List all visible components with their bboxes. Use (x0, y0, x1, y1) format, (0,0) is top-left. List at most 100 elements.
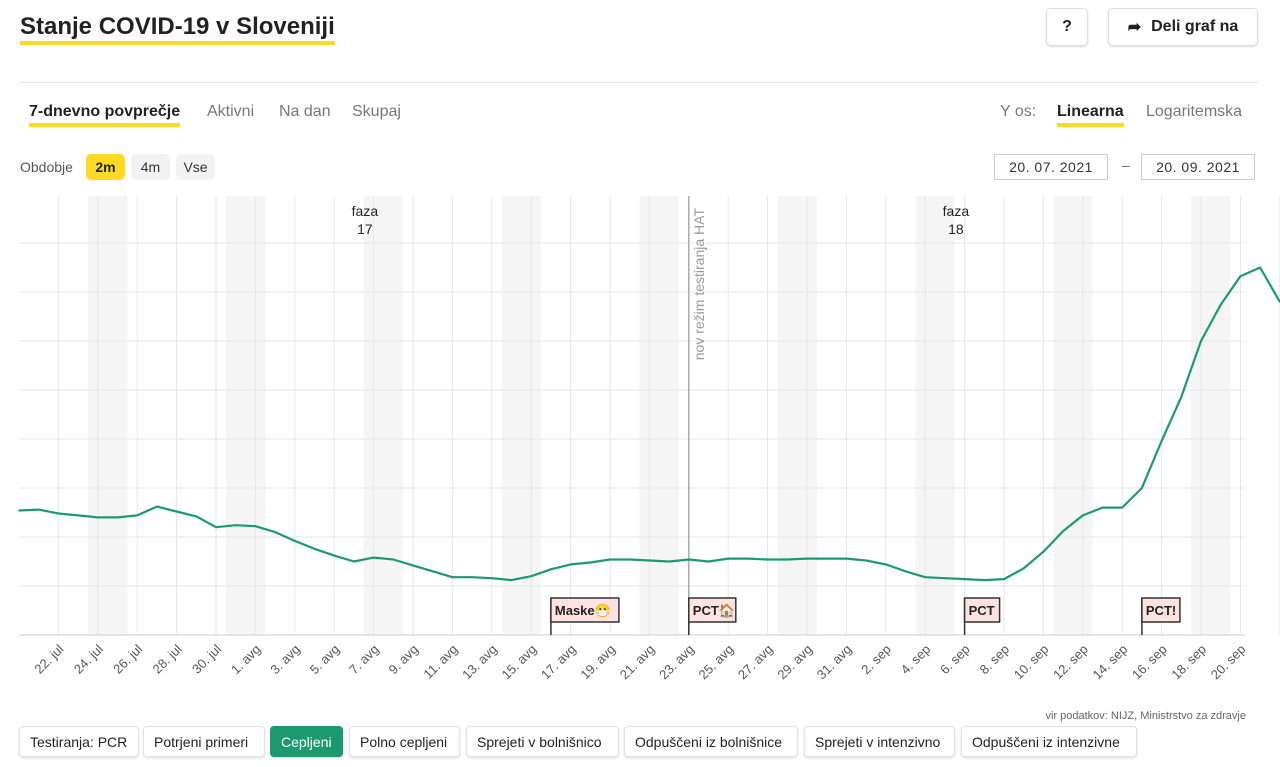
series-point (609, 558, 611, 561)
series-point (116, 516, 119, 519)
series-point (254, 525, 257, 528)
series-point (156, 505, 158, 508)
series-point (392, 558, 395, 561)
x-tick-label: 19. avg (577, 642, 618, 683)
tab-total[interactable]: Skupaj (352, 103, 401, 120)
series-point (136, 514, 139, 517)
x-tick-label: 25. avg (696, 642, 737, 683)
x-tick-label: 16. sep (1129, 642, 1170, 683)
series-point (687, 558, 690, 561)
series-point (924, 576, 927, 579)
series-point (353, 560, 355, 563)
x-tick-label: 8. sep (976, 642, 1012, 678)
flag-label-0: Maske😷 (555, 603, 611, 618)
series-button-2[interactable]: Cepljeni (270, 726, 343, 757)
series-point (806, 557, 808, 560)
series-point (668, 560, 670, 563)
series-point (648, 559, 651, 562)
flag-box-1 (688, 597, 737, 623)
series-point (451, 576, 454, 579)
series-point (510, 579, 513, 582)
vertical-marker-label: nov režim testiranja HAT (691, 208, 707, 361)
flag-label-1: PCT🏠 (693, 603, 735, 618)
date-to-input[interactable]: 20. 09. 2021 (1141, 154, 1255, 180)
phase-label-1-line2: 18 (948, 221, 964, 237)
series-point (1200, 340, 1202, 342)
x-tick-label: 2. sep (858, 642, 894, 678)
x-tick-label: 7. avg (346, 642, 382, 678)
x-tick-label: 11. avg (420, 642, 460, 682)
period-4m-button[interactable]: 4m (131, 154, 170, 180)
series-button-5[interactable]: Odpuščeni iz bolnišnice (624, 726, 798, 757)
series-point (412, 564, 414, 567)
flag-box-2 (963, 597, 1001, 623)
weekend-band (363, 196, 404, 635)
series-point (983, 579, 986, 582)
series-point (589, 561, 592, 564)
series-point (1042, 550, 1045, 553)
tab-active[interactable]: Aktivni (207, 103, 255, 120)
series-point (96, 516, 99, 519)
x-tick-label: 20. sep (1208, 642, 1249, 683)
series-point (1022, 567, 1025, 570)
series-point (530, 575, 533, 578)
y-axis-log[interactable]: Logaritemska (1146, 103, 1243, 120)
help-button[interactable]: ? (1046, 8, 1088, 46)
x-tick-label: 15. avg (499, 642, 540, 683)
series-point (628, 558, 631, 561)
share-icon: ➦ (1127, 19, 1142, 36)
flag-box-3 (1141, 597, 1181, 623)
x-tick-label: 9. avg (385, 642, 421, 678)
series-point (1239, 275, 1242, 278)
x-tick-label: 4. sep (898, 642, 934, 678)
series-point (215, 526, 217, 529)
x-tick-label: 1. avg (228, 642, 264, 678)
series-button-7[interactable]: Odpuščeni iz intenzivne (961, 726, 1137, 757)
x-tick-label: 6. sep (937, 642, 973, 678)
series-point (195, 515, 198, 518)
x-tick-label: 31. avg (814, 642, 855, 683)
series-point (313, 547, 316, 550)
phase-label-0-line2: 17 (357, 221, 373, 237)
series-point (707, 560, 710, 563)
series-point (786, 558, 789, 561)
share-button[interactable]: ➦ Deli graf na (1108, 8, 1258, 46)
series-point (293, 540, 296, 542)
series-button-3[interactable]: Polno cepljeni (349, 726, 460, 757)
x-tick-label: 13. avg (459, 642, 500, 683)
series-button-6[interactable]: Sprejeti v intenzivno (804, 726, 955, 757)
x-tick-label: 18. sep (1168, 642, 1209, 683)
series-point (471, 576, 473, 579)
tab-7day-average[interactable]: 7-dnevno povprečje (29, 103, 181, 127)
weekend-band (225, 196, 266, 635)
flag-label-3: PCT! (1146, 603, 1176, 618)
series-point (1003, 578, 1005, 581)
date-from-input[interactable]: 20. 07. 2021 (994, 154, 1108, 180)
period-2m-button[interactable]: 2m (86, 154, 125, 180)
date-range-dash: – (1122, 157, 1130, 173)
x-tick-label: 30. jul (189, 641, 224, 676)
series-point (490, 577, 493, 580)
series-point (825, 557, 828, 560)
series-button-1[interactable]: Potrjeni primeri (143, 726, 265, 757)
series-point (372, 556, 375, 559)
series-button-0[interactable]: Testiranja: PCR (19, 726, 139, 757)
x-tick-label: 5. avg (307, 642, 343, 678)
x-tick-label: 21. avg (617, 642, 658, 683)
period-label: Obdobje (20, 159, 73, 175)
page-title: Stanje COVID-19 v Sloveniji (20, 14, 335, 45)
y-axis-linear[interactable]: Linearna (1057, 103, 1124, 127)
series-point (18, 509, 20, 512)
series-point (550, 568, 552, 571)
series-point (333, 554, 336, 557)
series-point (963, 578, 966, 581)
series-button-4[interactable]: Sprejeti v bolnišnico (466, 726, 619, 757)
x-tick-label: 24. jul (71, 641, 106, 676)
phase-label-0-line1: faza (352, 203, 379, 219)
weekend-band (1191, 196, 1231, 635)
series-point (845, 557, 848, 560)
series-point (1160, 440, 1163, 442)
series-point (944, 577, 946, 580)
period-all-button[interactable]: Vse (176, 154, 215, 180)
tab-per-day[interactable]: Na dan (279, 103, 331, 120)
